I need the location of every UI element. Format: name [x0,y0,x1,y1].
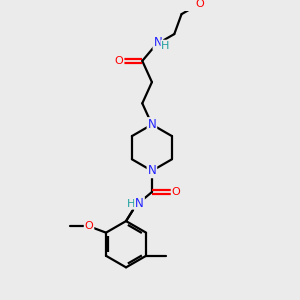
Text: H: H [127,199,135,209]
Text: O: O [172,187,180,197]
Text: O: O [196,0,204,8]
Text: H: H [161,40,170,51]
Text: N: N [148,164,156,177]
Text: N: N [148,118,156,131]
Text: O: O [85,221,93,231]
Text: N: N [154,36,162,49]
Text: N: N [135,197,144,210]
Text: O: O [115,56,124,66]
